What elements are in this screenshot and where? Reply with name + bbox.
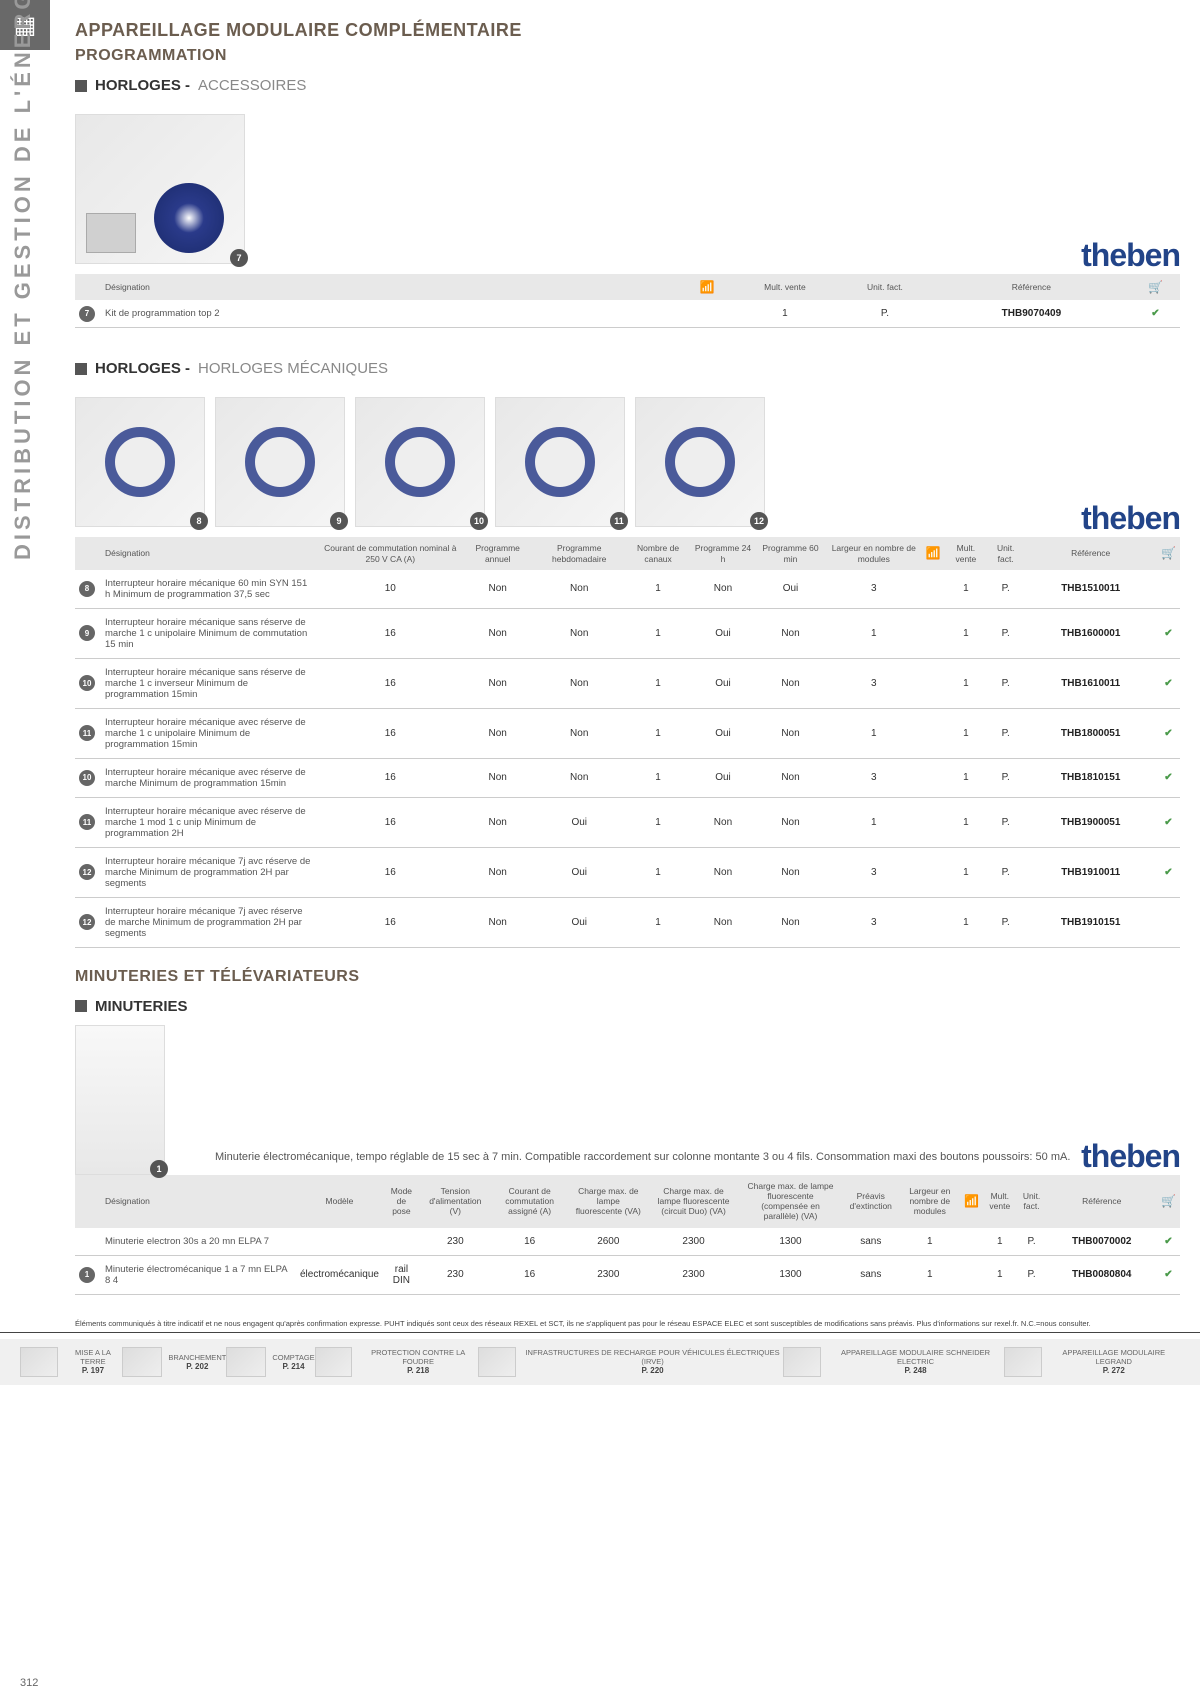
table-row: 12Interrupteur horaire mécanique 7j avec… — [75, 897, 1180, 947]
col-ref: Référence — [1046, 1175, 1157, 1228]
bullet-icon — [75, 1000, 87, 1012]
bullet-icon — [75, 363, 87, 375]
col-tension: Tension d'alimentation (V) — [420, 1175, 491, 1228]
product-image: 12 — [635, 397, 765, 527]
footer-nav-item[interactable]: COMPTAGEP. 214 — [226, 1347, 314, 1377]
product-image: 9 — [215, 397, 345, 527]
page-subtitle: PROGRAMMATION — [75, 47, 1180, 65]
product-image: 8 — [75, 397, 205, 527]
col-wifi: 📶 — [922, 537, 945, 569]
section2-subcategory: HORLOGES MÉCANIQUES — [198, 360, 388, 377]
brand-logo: theben — [1081, 500, 1180, 537]
vertical-section-label: DISTRIBUTION ET GESTION DE L'ÉNERGIE — [10, 0, 36, 560]
col-cart: 🛒 — [1131, 274, 1180, 300]
col-pose: Mode de pose — [383, 1175, 420, 1228]
image-badge-1: 1 — [150, 1160, 168, 1178]
section3-category: MINUTERIES — [95, 998, 188, 1015]
col-cart: 🛒 — [1157, 1175, 1180, 1228]
col-unit: Unit. fact. — [1017, 1175, 1047, 1228]
table-row: 10Interrupteur horaire mécanique avec ré… — [75, 758, 1180, 797]
col-mult: Mult. vente — [945, 537, 987, 569]
page-title: APPAREILLAGE MODULAIRE COMPLÉMENTAIRE — [75, 20, 1180, 41]
col-cart: 🛒 — [1157, 537, 1180, 569]
table-row: Minuterie electron 30s a 20 mn ELPA 7230… — [75, 1228, 1180, 1256]
col-unit: Unit. fact. — [987, 537, 1024, 569]
footer-nav-item[interactable]: MISE A LA TERREP. 197 — [20, 1347, 122, 1377]
col-courant: Courant de commutation nominal à 250 V C… — [318, 537, 462, 569]
table-row: 11Interrupteur horaire mécanique avec ré… — [75, 797, 1180, 847]
footer-nav-item[interactable]: BRANCHEMENTP. 202 — [122, 1347, 226, 1377]
col-mult: Mult. vente — [732, 274, 838, 300]
col-designation: Désignation — [75, 274, 683, 300]
bullet-icon — [75, 80, 87, 92]
col-c2: Charge max. de lampe fluorescente (circu… — [648, 1175, 739, 1228]
col-wifi: 📶 — [960, 1175, 983, 1228]
col-largeur: Largeur en nombre de modules — [900, 1175, 961, 1228]
section2-category: HORLOGES - — [95, 360, 190, 377]
col-24h: Programme 24 h — [691, 537, 756, 569]
col-ref: Référence — [932, 274, 1131, 300]
col-preavis: Préavis d'extinction — [842, 1175, 899, 1228]
table-row: 12Interrupteur horaire mécanique 7j avc … — [75, 847, 1180, 897]
col-hebdo: Programme hebdomadaire — [533, 537, 626, 569]
table-row: 7Kit de programmation top 21P.THB9070409… — [75, 300, 1180, 328]
product-image: 10 — [355, 397, 485, 527]
col-annuel: Programme annuel — [462, 537, 532, 569]
section3-title: MINUTERIES ET TÉLÉVARIATEURS — [75, 968, 1180, 986]
table-horloges: Désignation Courant de commutation nomin… — [75, 537, 1180, 947]
product-image: 11 — [495, 397, 625, 527]
table-accessoires: Désignation 📶 Mult. vente Unit. fact. Ré… — [75, 274, 1180, 328]
footer-nav-item[interactable]: APPAREILLAGE MODULAIRE LEGRANDP. 272 — [1004, 1347, 1180, 1377]
image-badge-7: 7 — [230, 249, 248, 267]
col-modele: Modèle — [296, 1175, 383, 1228]
col-60min: Programme 60 min — [755, 537, 825, 569]
col-ref: Référence — [1024, 537, 1157, 569]
brand-logo: theben — [1081, 1138, 1180, 1175]
table-row: 11Interrupteur horaire mécanique avec ré… — [75, 708, 1180, 758]
disclaimer-text: Éléments communiqués à titre indicatif e… — [0, 1315, 1200, 1333]
col-designation: Désignation — [75, 537, 318, 569]
section1-category: HORLOGES - — [95, 77, 190, 94]
footer-nav-item[interactable]: INFRASTRUCTURES DE RECHARGE POUR VÉHICUL… — [478, 1347, 784, 1377]
section1-subcategory: ACCESSOIRES — [198, 77, 306, 94]
col-canaux: Nombre de canaux — [626, 537, 691, 569]
table-minuteries: Désignation Modèle Mode de pose Tension … — [75, 1175, 1180, 1295]
product-image-minuterie: 1 — [75, 1025, 165, 1175]
footer-nav: MISE A LA TERREP. 197BRANCHEMENTP. 202CO… — [0, 1339, 1200, 1385]
col-mult: Mult. vente — [983, 1175, 1017, 1228]
footer-nav-item[interactable]: APPAREILLAGE MODULAIRE SCHNEIDER ELECTRI… — [783, 1347, 1003, 1377]
col-designation: Désignation — [75, 1175, 296, 1228]
col-c3: Charge max. de lampe fluorescente (compe… — [739, 1175, 842, 1228]
col-unit: Unit. fact. — [838, 274, 932, 300]
col-courant: Courant de commutation assigné (A) — [491, 1175, 569, 1228]
col-wifi: 📶 — [683, 274, 732, 300]
page-number: 312 — [20, 1677, 38, 1689]
footer-nav-item[interactable]: PROTECTION CONTRE LA FOUDREP. 218 — [315, 1347, 478, 1377]
table-row: 10Interrupteur horaire mécanique sans ré… — [75, 658, 1180, 708]
col-c1: Charge max. de lampe fluorescente (VA) — [569, 1175, 649, 1228]
table-row: 9Interrupteur horaire mécanique sans rés… — [75, 608, 1180, 658]
section3-description: Minuterie électromécanique, tempo réglab… — [185, 1151, 1070, 1163]
col-largeur: Largeur en nombre de modules — [826, 537, 922, 569]
table-row: 8Interrupteur horaire mécanique 60 min S… — [75, 570, 1180, 609]
table-row: 1Minuterie électromécanique 1 a 7 mn ELP… — [75, 1255, 1180, 1294]
product-image-kit: 7 — [75, 114, 245, 264]
brand-logo: theben — [1081, 237, 1180, 274]
